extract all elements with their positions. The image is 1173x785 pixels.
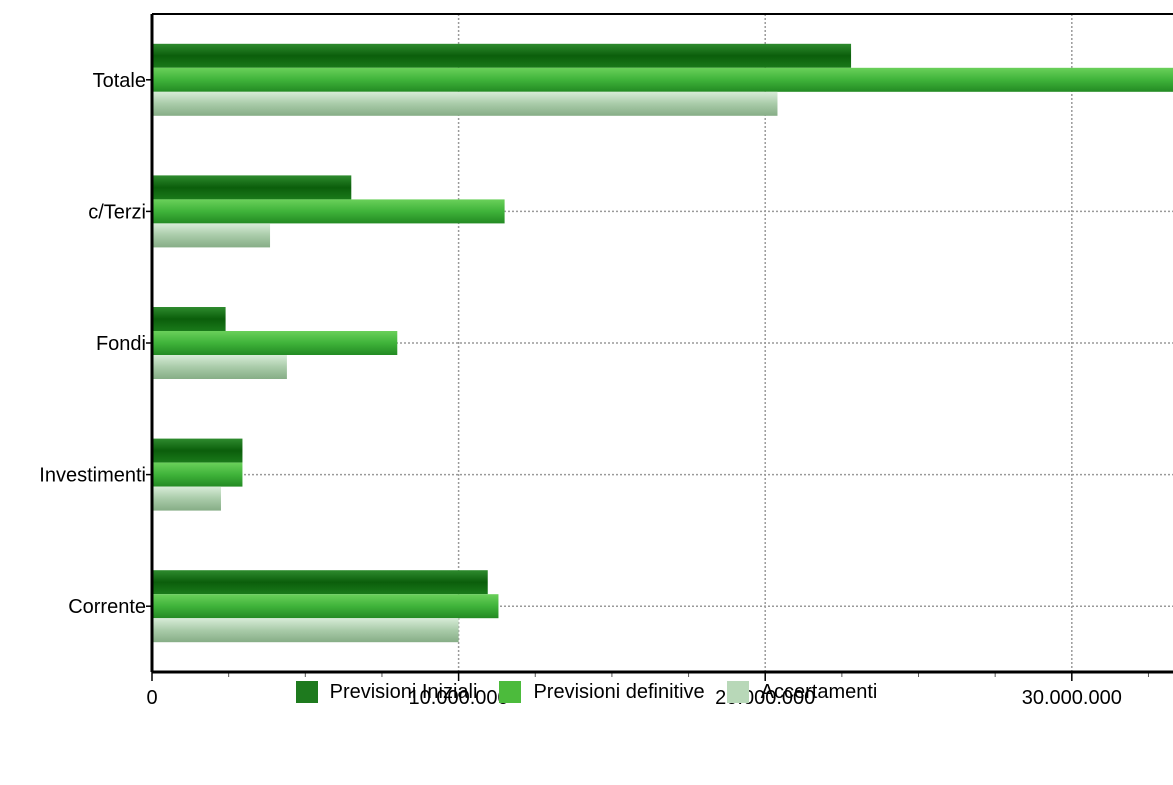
legend-label: Previsioni definitive (533, 680, 705, 703)
y-category-label: Investimenti (39, 465, 146, 487)
legend-item-accertamenti: Accertamenti (726, 680, 878, 704)
legend-item-previsioni-definitive: Previsioni definitive (499, 680, 705, 704)
bar-previsioni-iniziali (152, 43, 852, 68)
legend-swatch-previsioni-definitive (499, 681, 522, 703)
bar-accertamenti (152, 91, 778, 116)
bar-accertamenti (152, 618, 459, 643)
bar-accertamenti (152, 223, 271, 248)
bar-previsioni-definitive (152, 199, 505, 224)
bar-previsioni-iniziali (152, 307, 226, 331)
legend-label: Previsioni Iniziali (329, 680, 478, 703)
legend-label: Accertamenti (760, 680, 878, 703)
bar-accertamenti (152, 355, 287, 379)
bar-previsioni-definitive (152, 594, 499, 619)
y-category-label: c/Terzi (88, 201, 146, 223)
legend: Previsioni Iniziali Previsioni definitiv… (0, 674, 1173, 710)
bar-accertamenti (152, 486, 221, 511)
axes (150, 13, 1173, 674)
bar-previsioni-iniziali (152, 570, 488, 595)
x-tick-label: 10.000.000 (409, 687, 509, 709)
x-tick-label: 30.000.000 (1022, 687, 1122, 709)
bar-previsioni-iniziali (152, 175, 352, 200)
y-category-label: Totale (93, 70, 146, 92)
y-category-label: Fondi (96, 333, 146, 355)
tick-labels: 0 10.000.000 20.000.000 30.000.000CorrenteI… (39, 70, 1122, 709)
x-tick-label: 0 (146, 687, 157, 709)
legend-swatch-accertamenti (726, 681, 749, 703)
bar-previsioni-definitive (152, 331, 398, 355)
gridlines (146, 14, 1173, 681)
y-category-label: Corrente (68, 596, 146, 618)
bar-previsioni-iniziali (152, 438, 243, 463)
legend-swatch-previsioni-iniziali (295, 681, 318, 703)
legend-item-previsioni-iniziali: Previsioni Iniziali (295, 680, 478, 704)
bar-previsioni-definitive (152, 67, 1173, 92)
bars (152, 43, 1173, 643)
bar-previsioni-definitive (152, 462, 243, 487)
